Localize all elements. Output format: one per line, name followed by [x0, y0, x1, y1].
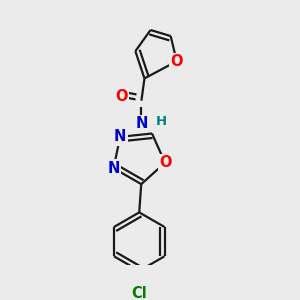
Text: O: O: [170, 54, 183, 69]
Text: O: O: [115, 89, 128, 104]
Text: N: N: [114, 129, 126, 144]
Text: O: O: [159, 155, 171, 170]
Text: H: H: [156, 115, 167, 128]
Text: N: N: [107, 160, 120, 175]
Text: Cl: Cl: [131, 286, 147, 300]
Text: N: N: [135, 116, 148, 131]
